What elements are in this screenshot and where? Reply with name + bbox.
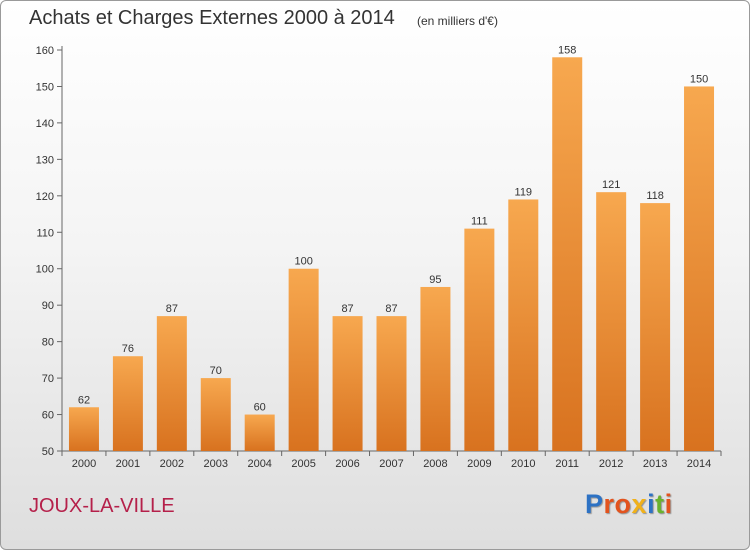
x-tick-label: 2007 (379, 458, 403, 470)
y-tick-label: 100 (36, 264, 54, 276)
x-tick-label: 2002 (160, 458, 184, 470)
data-label-2005: 100 (294, 256, 312, 268)
logo-letter: o (614, 489, 632, 519)
bar-2014 (684, 86, 715, 452)
bar-2012 (596, 192, 627, 451)
logo-letter: i (647, 489, 656, 519)
x-tick-label: 2013 (643, 458, 667, 470)
bar-2008 (420, 286, 451, 451)
y-tick-label: 140 (36, 118, 54, 130)
bar-2006 (332, 316, 363, 451)
data-label-2014: 150 (690, 73, 708, 85)
bar-2000 (68, 407, 99, 451)
logo-letter: i (664, 489, 673, 519)
data-label-2001: 76 (122, 343, 134, 355)
bar-2005 (288, 268, 319, 451)
y-tick-label: 130 (36, 154, 54, 166)
logo-letter: P (585, 489, 604, 519)
bar-2002 (156, 316, 187, 451)
data-label-2011: 158 (558, 44, 576, 56)
chart-bars (68, 57, 715, 452)
data-label-2004: 60 (254, 402, 266, 414)
x-tick-label: 2004 (247, 458, 271, 470)
chart-subtitle: (en milliers d'€) (417, 14, 498, 28)
y-tick-label: 120 (36, 191, 54, 203)
y-tick-label: 150 (36, 81, 54, 93)
bar-2004 (244, 414, 275, 451)
x-tick-label: 2008 (423, 458, 447, 470)
data-label-2002: 87 (166, 303, 178, 315)
data-label-2008: 95 (429, 274, 441, 286)
chart-title: Achats et Charges Externes 2000 à 2014 (29, 7, 395, 29)
chart-labels: 62 2000 76 2001 87 2002 70 2003 60 2004 100 2005 87 2… (72, 44, 712, 470)
x-tick-label: 2011 (555, 458, 579, 470)
bar-2003 (200, 378, 231, 451)
x-tick-label: 2005 (291, 458, 315, 470)
y-tick-label: 90 (42, 300, 54, 312)
logo-letter: t (655, 489, 665, 519)
bar-2010 (508, 199, 539, 451)
data-label-2010: 119 (515, 186, 533, 198)
x-tick-label: 2012 (599, 458, 623, 470)
y-tick-label: 60 (42, 410, 54, 422)
bar-2011 (552, 57, 583, 452)
data-label-2009: 111 (471, 216, 488, 228)
x-tick-label: 2014 (687, 458, 711, 470)
data-label-2012: 121 (602, 179, 620, 191)
proxiti-logo: Proxiti (585, 489, 673, 520)
bar-2009 (464, 228, 495, 451)
bar-2007 (376, 316, 407, 451)
y-tick-label: 70 (42, 373, 54, 385)
x-tick-label: 2000 (72, 458, 96, 470)
data-label-2000: 62 (78, 394, 90, 406)
bar-2001 (112, 356, 143, 451)
data-label-2013: 118 (646, 190, 664, 202)
x-tick-label: 2010 (511, 458, 535, 470)
data-label-2006: 87 (341, 303, 353, 315)
commune-name: JOUX-LA-VILLE (29, 495, 175, 517)
y-tick-label: 160 (36, 45, 54, 57)
bar-2013 (640, 203, 671, 451)
x-tick-label: 2009 (467, 458, 491, 470)
y-tick-label: 110 (36, 227, 54, 239)
x-tick-label: 2006 (335, 458, 359, 470)
logo-letter: x (631, 489, 648, 519)
data-label-2007: 87 (385, 303, 397, 315)
data-label-2003: 70 (210, 365, 222, 377)
y-tick-label: 50 (42, 446, 54, 458)
x-tick-label: 2003 (204, 458, 228, 470)
x-tick-label: 2001 (116, 458, 140, 470)
logo-letter: r (603, 489, 615, 519)
y-tick-label: 80 (42, 337, 54, 349)
